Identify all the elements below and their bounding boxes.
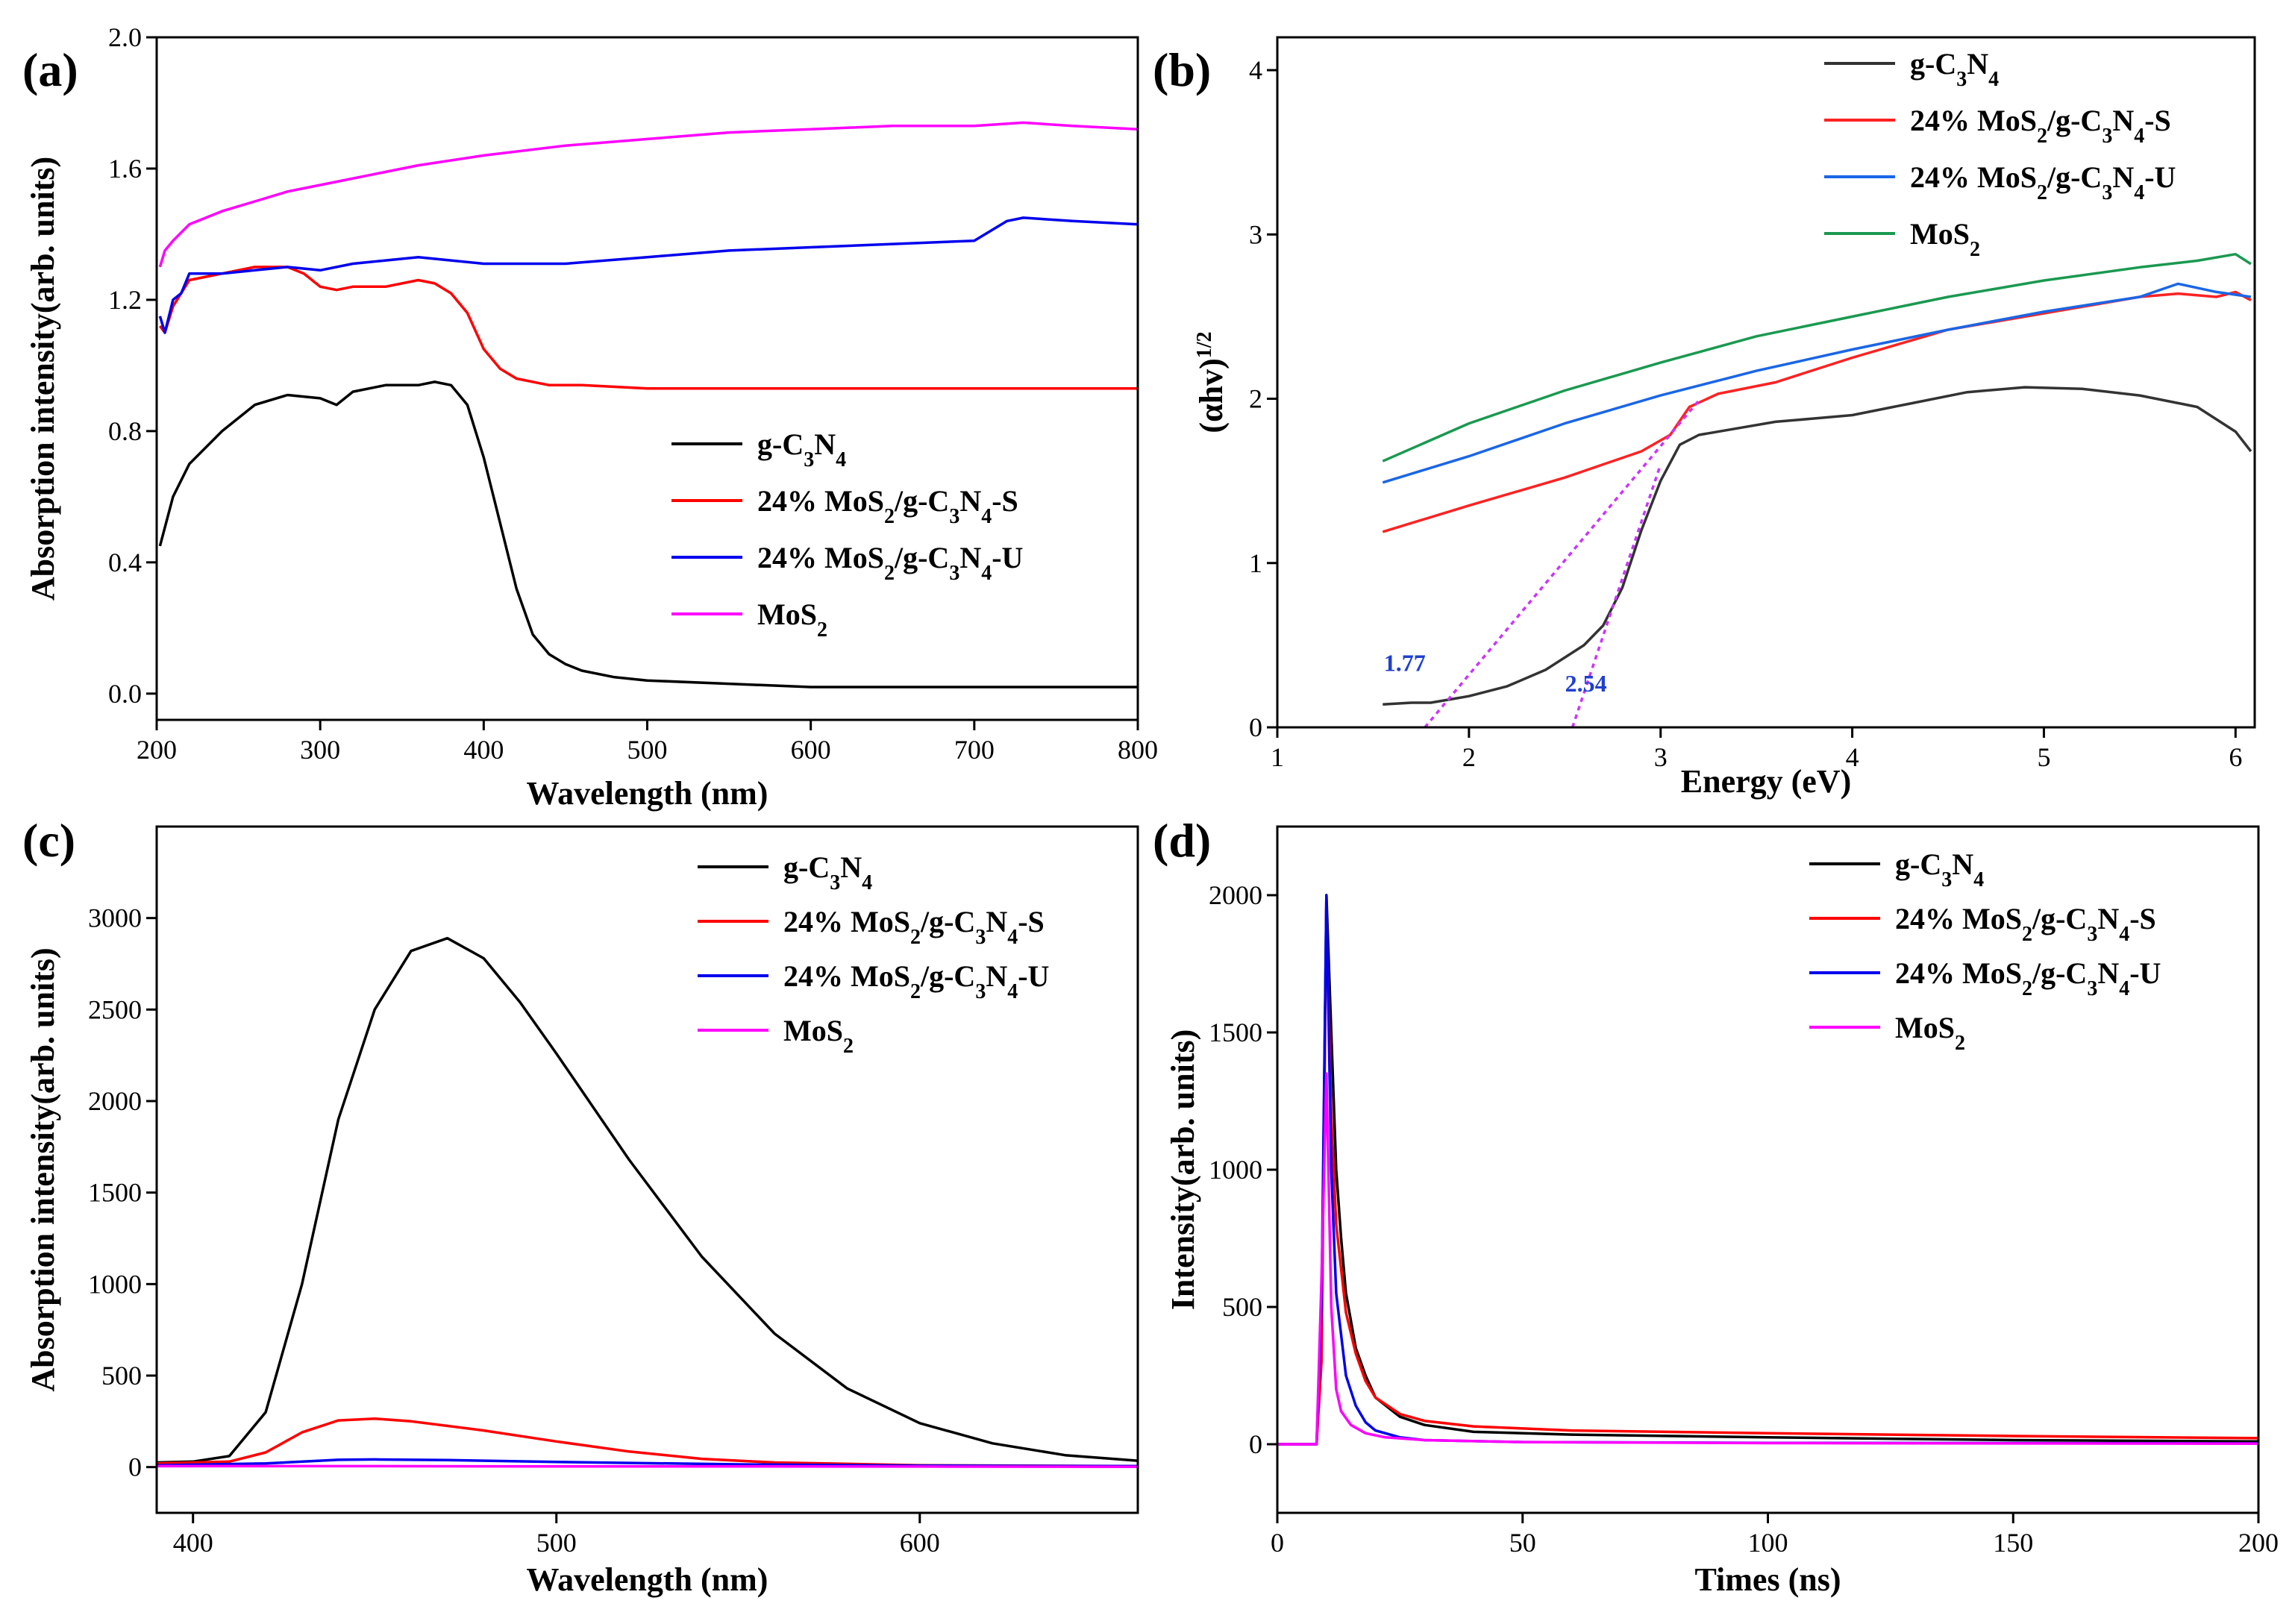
y-tick-label: 4 [1249, 55, 1262, 85]
legend-label-2: 24% MoS2/g-C3N4-U [1910, 160, 2176, 204]
y-axis-label: Absorption intensity(arb. units) [25, 157, 61, 601]
x-tick-label: 800 [1118, 735, 1158, 765]
panel-a: 200 300 400 500 600 700 800 0.0 0.4 0.8 1.2 1.6 2.0 W… [22, 22, 1158, 812]
series-line-b-3 [1382, 252, 2252, 463]
x-tick-label: 200 [137, 735, 177, 765]
y-tick-label: 500 [101, 1361, 142, 1391]
y-tick-label: 0.0 [108, 679, 142, 709]
x-tick-label: 100 [1748, 1528, 1788, 1558]
panel-c: 400 500 600 0 500 1000 1500 2000 2500 3000 Wavelen… [22, 814, 1139, 1598]
x-tick-label: 500 [536, 1528, 577, 1558]
x-tick-label: 6 [2229, 742, 2242, 772]
x-tick-label: 4 [1846, 742, 1859, 772]
y-tick-label: 1.6 [108, 154, 142, 184]
y-tick-label: 500 [1222, 1292, 1262, 1322]
y-tick-label: 1500 [88, 1178, 142, 1208]
x-tick-label: 5 [2037, 742, 2050, 772]
series-line-d-3 [1277, 1072, 2258, 1446]
y-axis-label: Absorption intensity(arb. units) [25, 947, 61, 1391]
series-line-b-2 [1382, 282, 2252, 484]
series-line-a-1 [158, 266, 1138, 390]
legend-label-0: g-C3N4 [1910, 47, 1999, 91]
y-tick-label: 1000 [88, 1269, 142, 1299]
x-tick-label: 700 [954, 735, 995, 765]
x-tick-label: 3 [1654, 742, 1668, 772]
x-tick-label: 200 [2238, 1528, 2279, 1558]
x-tick-label: 500 [627, 735, 668, 765]
y-axis-label: (αhv)1/2 [1193, 331, 1230, 433]
annotation-1: 2.54 [1565, 670, 1607, 697]
x-tick-label: 600 [900, 1528, 940, 1558]
y-tick-label: 2000 [88, 1086, 142, 1116]
legend-label-3: MoS2 [1910, 217, 1980, 261]
legend-label-2: 24% MoS2/g-C3N4-U [757, 541, 1023, 585]
series-line-b-0 [1383, 386, 2252, 706]
series-line-a-0 [158, 380, 1138, 689]
series-line-c-0 [157, 936, 1138, 1464]
y-tick-label: 1000 [1209, 1155, 1262, 1185]
y-tick-label: 2 [1249, 384, 1262, 414]
x-tick-label: 600 [791, 735, 831, 765]
x-tick-label: 150 [1993, 1528, 2033, 1558]
y-tick-label: 3000 [88, 903, 142, 933]
panel-label-b: (b) [1153, 43, 1211, 96]
series-line-a-3 [158, 121, 1138, 268]
x-tick-label: 400 [173, 1528, 213, 1558]
y-tick-label: 0.4 [108, 548, 142, 577]
x-axis-label: Wavelength (nm) [527, 775, 768, 812]
legend-label-3: MoS2 [1895, 1011, 1965, 1055]
y-tick-label: 1500 [1209, 1018, 1262, 1047]
legend-label-0: g-C3N4 [783, 850, 872, 894]
legend-label-0: g-C3N4 [757, 427, 846, 471]
y-tick-label: 0 [128, 1452, 142, 1482]
y-tick-label: 2000 [1209, 880, 1262, 910]
legend-label-3: MoS2 [783, 1014, 854, 1058]
panel-label-d: (d) [1153, 814, 1211, 867]
legend-label-1: 24% MoS2/g-C3N4-S [783, 905, 1045, 949]
x-axis-label: Times (ns) [1695, 1561, 1841, 1598]
legend-label-1: 24% MoS2/g-C3N4-S [1895, 902, 2156, 946]
legend-label-2: 24% MoS2/g-C3N4-U [1895, 956, 2161, 1000]
series-line-a-2 [158, 216, 1138, 334]
y-tick-label: 2.0 [108, 22, 142, 52]
y-tick-label: 0 [1249, 1429, 1262, 1459]
y-tick-label: 1 [1249, 548, 1262, 578]
annotation-0: 1.77 [1384, 649, 1426, 676]
plot-frame-c [155, 825, 1139, 1514]
x-tick-label: 400 [463, 735, 504, 765]
legend-label-1: 24% MoS2/g-C3N4-S [757, 484, 1018, 528]
x-tick-label: 1 [1271, 742, 1284, 772]
legend-label-3: MoS2 [757, 598, 827, 642]
y-tick-label: 1.2 [108, 285, 142, 315]
legend-label-2: 24% MoS2/g-C3N4-U [783, 959, 1049, 1003]
series-line-b-1 [1382, 290, 2252, 533]
legend-label-0: g-C3N4 [1895, 847, 1984, 891]
tangent-line-1 [1571, 464, 1662, 728]
x-axis-label: Energy (eV) [1681, 763, 1852, 800]
x-axis-label: Wavelength (nm) [527, 1561, 768, 1598]
x-tick-label: 0 [1271, 1528, 1284, 1558]
y-tick-label: 3 [1249, 219, 1262, 249]
tangent-line-0 [1424, 399, 1700, 729]
y-tick-label: 0.8 [108, 416, 142, 446]
x-tick-label: 50 [1509, 1528, 1536, 1558]
panel-label-a: (a) [22, 43, 78, 96]
x-tick-label: 2 [1462, 742, 1476, 772]
y-tick-label: 0 [1249, 712, 1262, 742]
x-tick-label: 300 [300, 735, 340, 765]
legend-label-1: 24% MoS2/g-C3N4-S [1910, 104, 2171, 148]
series-line-c-3 [157, 1464, 1138, 1468]
y-tick-label: 2500 [88, 994, 142, 1024]
panel-label-c: (c) [22, 814, 75, 867]
y-axis-label: Intensity(arb. units) [1165, 1029, 1201, 1311]
series-line-c-1 [157, 1417, 1138, 1468]
plot-frame-b [1276, 36, 2256, 729]
